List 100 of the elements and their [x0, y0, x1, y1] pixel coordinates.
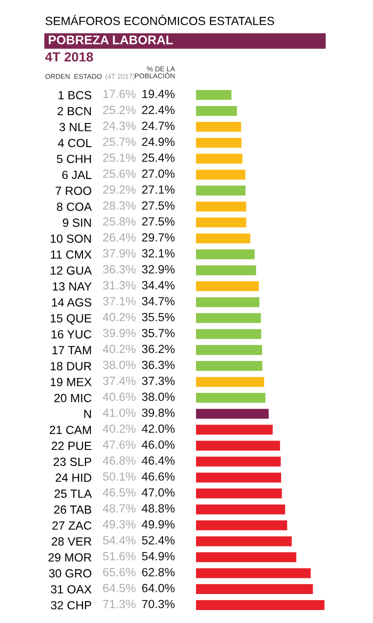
- y-tick-label: 17 TAM: [52, 346, 91, 354]
- data-label: 36.3%: [142, 360, 175, 370]
- y-tick-label: 11 CMX: [50, 250, 92, 259]
- text: 25.1%: [103, 154, 136, 162]
- text: 31.3%: [102, 281, 136, 290]
- bar: [196, 440, 280, 451]
- y-tick-label: 14 AGS: [52, 298, 92, 307]
- data-label: 46.0%: [142, 440, 175, 449]
- y-tick-label: 21 CAM: [50, 426, 91, 434]
- data-label: 25.4%: [142, 154, 175, 162]
- text: 40.6%: [102, 392, 136, 401]
- data-label: 42.0%: [142, 424, 175, 433]
- data-label: 34.7%: [142, 296, 175, 306]
- text: 49.3%: [102, 520, 136, 528]
- data-label: 29.7%: [142, 233, 175, 242]
- text: 24.3%: [103, 122, 136, 130]
- y-tick-label: 12 GUA: [50, 266, 92, 275]
- data-label: 37.3%: [142, 376, 175, 386]
- chart-subtitle: POBREZA LABORAL: [48, 36, 173, 44]
- y-tick-label: 5 CHH: [56, 154, 91, 164]
- text: 47.6%: [102, 440, 136, 449]
- text: 37.9%: [102, 249, 136, 258]
- data-label: 24.7%: [142, 122, 175, 130]
- y-tick-label: 2 BCN: [58, 106, 91, 116]
- text: 37.1%: [102, 296, 136, 306]
- bar: [196, 584, 313, 594]
- text: 37.4%: [102, 376, 136, 386]
- y-tick-label: N: [84, 410, 91, 418]
- bar: [196, 154, 242, 164]
- text: 36.3%: [102, 265, 136, 274]
- data-label: 22.4%: [142, 106, 175, 114]
- data-label: 36.2%: [142, 344, 175, 354]
- data-label: 32.9%: [142, 265, 175, 274]
- data-label: 64.0%: [142, 584, 175, 592]
- text: 50.1%: [103, 472, 136, 481]
- bar: [196, 138, 242, 148]
- bar: [196, 456, 281, 467]
- data-label: 27.5%: [142, 217, 175, 226]
- y-tick-label: 26 TAB: [54, 505, 92, 514]
- data-label: 47.0%: [142, 488, 175, 497]
- text: 25.2%: [103, 106, 136, 114]
- bar: [196, 90, 232, 100]
- bar: [196, 249, 255, 260]
- data-label: 24.9%: [142, 138, 175, 146]
- y-tick-label: 16 YUC: [52, 330, 92, 338]
- data-label: 27.5%: [142, 201, 175, 210]
- bar: [196, 392, 266, 403]
- data-label: 54.9%: [142, 552, 175, 560]
- y-tick-label: 6 JAL: [62, 170, 92, 180]
- y-tick-label: 13 NAY: [52, 282, 92, 291]
- y-tick-label: 1 BCS: [58, 91, 92, 100]
- data-label: 34.4%: [142, 281, 175, 290]
- y-tick-label: 23 SLP: [54, 458, 92, 466]
- bar: [196, 186, 246, 196]
- bar: [196, 218, 246, 228]
- bar: [196, 313, 261, 324]
- data-label: 48.8%: [142, 504, 175, 513]
- data-label: 19.4%: [142, 90, 175, 98]
- y-tick-label: 32 CHP: [50, 601, 92, 610]
- data-label: 70.3%: [142, 600, 175, 608]
- data-label: 27.0%: [142, 169, 175, 178]
- bar: [196, 568, 311, 578]
- y-tick-label: 4 COL: [58, 138, 92, 148]
- text: 41.0%: [102, 408, 136, 417]
- text: 54.4%: [103, 536, 136, 544]
- text: 46.5%: [102, 488, 136, 497]
- y-tick-label: 29 MOR: [48, 553, 92, 562]
- data-label: 46.4%: [142, 456, 175, 465]
- bar: [196, 488, 282, 498]
- text: 46.8%: [102, 456, 136, 465]
- y-tick-label: 20 MIC: [54, 394, 92, 402]
- y-tick-label: 7 ROO: [56, 186, 92, 195]
- bar: [196, 233, 250, 244]
- text: 28.3%: [103, 201, 136, 210]
- bar: [196, 361, 262, 371]
- y-tick-label: 9 SIN: [62, 218, 91, 227]
- text: 17.6%: [103, 90, 136, 98]
- text: 39.9%: [102, 328, 136, 338]
- y-tick-label: 30 GRO: [48, 569, 92, 578]
- y-tick-label: 8 COA: [56, 202, 92, 211]
- bar: [196, 106, 237, 116]
- text: 40.2%: [102, 312, 136, 322]
- bar: [196, 408, 269, 419]
- y-tick-label: 24 HID: [56, 474, 92, 482]
- bar: [196, 376, 264, 387]
- text: 25.8%: [103, 217, 136, 226]
- text: 65.6%: [103, 568, 136, 576]
- bar: [196, 504, 286, 514]
- bar: [196, 600, 324, 610]
- y-tick-label: 25 TLA: [54, 489, 92, 498]
- data-label: 35.7%: [142, 328, 175, 338]
- bar: [196, 297, 260, 308]
- y-tick-label: 19 MEX: [50, 378, 92, 386]
- bar: [196, 520, 288, 530]
- text: 4T 2018: [45, 52, 94, 62]
- data-label: 62.8%: [142, 568, 175, 576]
- y-tick-label: 28 VER: [52, 537, 92, 546]
- bar: [196, 345, 262, 355]
- text: 71.3%: [103, 600, 136, 608]
- text: 29.2%: [103, 185, 136, 194]
